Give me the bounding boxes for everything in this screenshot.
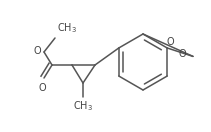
Text: O: O: [33, 46, 41, 56]
Text: CH$_3$: CH$_3$: [57, 21, 77, 35]
Text: O: O: [166, 37, 174, 47]
Text: O: O: [38, 83, 46, 93]
Text: CH$_3$: CH$_3$: [73, 99, 93, 113]
Text: O: O: [178, 49, 186, 59]
